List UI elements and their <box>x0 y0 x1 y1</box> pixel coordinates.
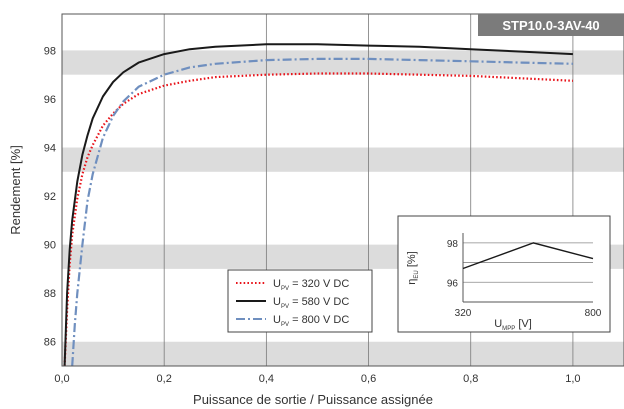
inset-series-line-0 <box>462 242 594 270</box>
model-badge: STP10.0-3AV-40 <box>478 14 624 36</box>
inset-y-tick-label: 96 <box>447 278 459 289</box>
y-tick-label: 92 <box>44 191 56 203</box>
y-tick-label: 98 <box>44 45 56 57</box>
x-tick-label: 0,6 <box>361 373 376 385</box>
legend-label-1: UPV = 580 V DC <box>273 296 349 310</box>
grid-band <box>62 341 624 366</box>
grid-band <box>62 50 624 75</box>
x-tick-label: 0,0 <box>54 373 69 385</box>
x-tick-label: 0,2 <box>157 373 172 385</box>
y-tick-label: 90 <box>44 240 56 252</box>
inset-x-axis-title: UMPP [V] <box>494 318 532 332</box>
x-tick-label: 1,0 <box>565 373 580 385</box>
legend-label-2: UPV = 800 V DC <box>273 314 349 328</box>
x-tick-label: 0,8 <box>463 373 478 385</box>
y-tick-label: 86 <box>44 337 56 349</box>
model-badge-bg <box>478 14 624 36</box>
inset-y-tick-label: 98 <box>447 239 459 250</box>
x-tick-labels: 0,0 0,2 0,4 0,6 0,8 1,0 <box>54 373 580 385</box>
series-line-1 <box>63 43 573 366</box>
y-tick-label: 88 <box>44 288 56 300</box>
x-tick-label: 0,4 <box>259 373 274 385</box>
y-tick-labels: 86 88 90 92 94 96 98 <box>44 45 56 348</box>
x-axis-title: Puissance de sortie / Puissance assignée <box>193 392 433 407</box>
y-tick-label: 94 <box>44 143 56 155</box>
inset-chart: 96 98 320 800 UMPP [V] ηEU [%] <box>397 215 611 333</box>
legend: UPV = 320 V DC UPV = 580 V DC UPV = 800 V … <box>227 269 373 333</box>
inset-x-tick-label: 320 <box>455 308 472 319</box>
inset-y-axis-title: ηEU [%] <box>406 251 420 284</box>
y-tick-label: 96 <box>44 94 56 106</box>
series-line-0 <box>63 72 573 366</box>
plot-frame <box>61 13 624 367</box>
model-badge-text: STP10.0-3AV-40 <box>502 18 599 33</box>
inset-box <box>397 215 611 333</box>
grid-band <box>62 147 624 172</box>
inset-x-tick-label: 800 <box>585 308 602 319</box>
legend-label-0: UPV = 320 V DC <box>273 278 349 292</box>
y-axis-title: Rendement [%] <box>8 145 23 235</box>
series-line-2 <box>71 57 573 366</box>
legend-box <box>227 269 373 333</box>
series-group <box>63 43 573 366</box>
